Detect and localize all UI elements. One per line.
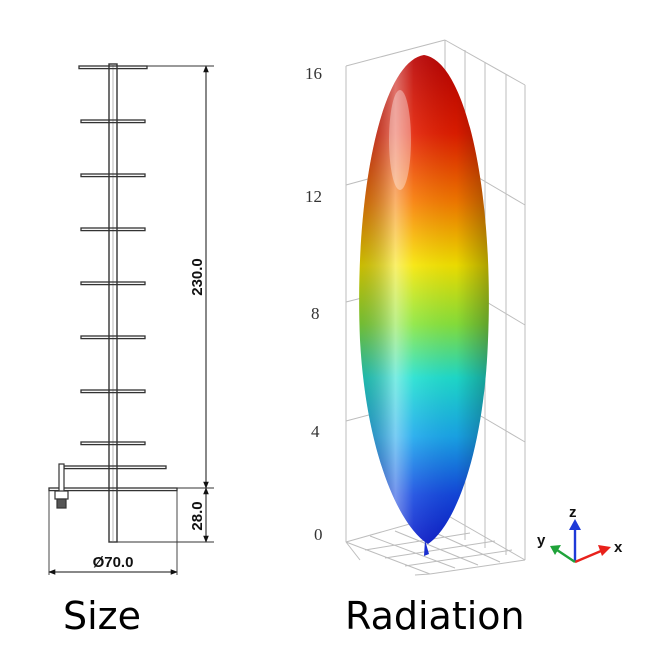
director-element — [80, 389, 146, 394]
y-axis-label: y — [537, 532, 546, 549]
feed-connector — [54, 463, 69, 509]
director-element — [80, 441, 146, 446]
tick-label: 0 — [314, 525, 323, 544]
antenna-size-drawing: 230.0 28.0 Ø70.0 — [48, 63, 214, 575]
height-dimension-label: 230.0 — [189, 258, 206, 296]
director-element — [80, 335, 146, 340]
radiation-pattern-plot: 16 12 8 4 0 z x y — [305, 39, 623, 576]
tick-label: 8 — [311, 304, 320, 323]
x-axis-label: x — [614, 539, 623, 556]
tick-label: 12 — [305, 187, 322, 206]
reflector-element — [48, 487, 178, 492]
director-element — [78, 65, 148, 70]
y-axis-arrow — [556, 549, 576, 563]
director-element — [80, 119, 146, 124]
diameter-dimension-label: Ø70.0 — [93, 554, 134, 571]
radiation-caption: Radiation — [345, 594, 525, 638]
x-axis-arrow — [574, 549, 602, 564]
director-element — [80, 227, 146, 232]
tick-label: 4 — [311, 422, 320, 441]
z-axis-ticks: 16 12 8 4 0 — [305, 64, 323, 544]
size-caption: Size — [63, 594, 142, 638]
axis-triad: z x y — [537, 504, 623, 564]
director-element — [80, 173, 146, 178]
feed-offset-dimension-label: 28.0 — [189, 501, 206, 530]
tick-label: 16 — [305, 64, 322, 83]
radiation-lobe — [359, 55, 489, 556]
z-axis-label: z — [569, 504, 577, 521]
director-element — [80, 281, 146, 286]
